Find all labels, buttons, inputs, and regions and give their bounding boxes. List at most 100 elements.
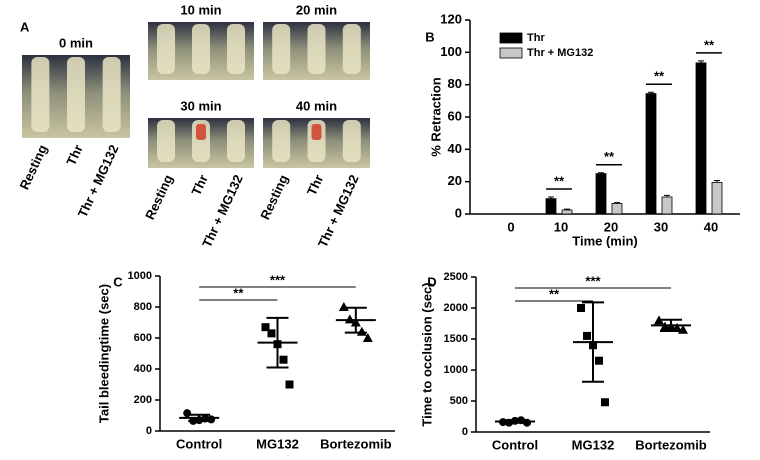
bar [611,203,623,215]
x-tick-label: Bortezomib [320,436,392,451]
bar [711,182,723,215]
tube-label: Thr [188,172,210,197]
x-tick-label: Control [176,436,222,451]
y-tick-label: 0 [455,205,462,220]
point [338,302,349,311]
tube [272,120,291,162]
error-bar [598,172,604,174]
tube-label: Resting [257,172,291,222]
y-tick-label: 100 [440,44,462,59]
tube [226,120,245,162]
sd-bar [582,301,604,383]
error-bar [698,60,704,63]
y-tick-label: 1000 [444,364,468,376]
tube-label: Thr [63,142,85,167]
y-tick-label: 80 [448,76,462,91]
x-tick-label: 40 [704,219,718,234]
tube [342,24,361,74]
y-tick-label: 400 [134,363,152,375]
clot [196,124,206,140]
point [654,315,664,325]
significance-label: ** [233,285,244,300]
tube [157,120,176,162]
y-tick-label: 2000 [444,302,468,314]
sd-bar [344,306,367,334]
panel-label: B [425,29,434,44]
photo-caption: 0 min [59,35,93,50]
y-axis-label: Time to occlusion (sec) [419,282,434,426]
sd-bar [504,419,526,424]
clot [311,124,322,140]
x-tick-label: 0 [507,219,514,234]
photo-caption: 30 min [180,98,221,113]
x-tick-label: 10 [554,219,568,234]
error-bar [548,196,554,199]
panel-label: C [113,274,123,289]
point [362,333,373,342]
sd-bar [188,413,211,422]
tube-label: Thr [304,172,326,197]
y-axis-label: % Retraction [428,77,443,157]
y-tick-label: 20 [448,173,462,188]
point [267,329,276,338]
y-tick-label: 1000 [128,270,152,282]
tube [272,24,291,74]
x-tick-label: 20 [604,219,618,234]
y-tick-label: 0 [462,426,468,438]
point [183,409,192,418]
panel-label: A [20,19,30,34]
photo-caption: 20 min [296,2,337,17]
tube [157,24,176,74]
error-bar [614,202,620,204]
bar [695,62,707,215]
tube [102,57,121,132]
sd-bar [660,318,682,332]
y-tick-label: 800 [134,301,152,313]
y-tick-label: 500 [450,395,468,407]
photo-caption: 10 min [180,2,221,17]
photo-caption: 40 min [296,98,337,113]
y-tick-label: 120 [440,11,462,26]
x-tick-label: MG132 [572,437,615,452]
error-bar [564,208,570,210]
tube [31,57,50,132]
bar [661,196,673,215]
bar [561,209,573,215]
tube [342,120,361,162]
legend-swatch [499,47,523,59]
y-tick-label: 1500 [444,333,468,345]
tube-label: Resting [16,142,50,192]
error-bar [714,180,720,183]
y-axis-label: Tail bleedingtime (sec) [96,284,111,423]
point [672,322,682,332]
x-axis-label: Time (min) [572,233,638,248]
y-tick-label: 60 [448,108,462,123]
y-tick-label: 200 [134,394,152,406]
y-tick-label: 40 [448,141,462,156]
error-bar [648,91,654,94]
tube [226,24,245,74]
y-tick-label: 600 [134,332,152,344]
point [207,415,216,424]
legend-swatch [499,32,523,44]
point [356,326,367,336]
significance-label: ** [654,69,665,84]
significance-label: ** [604,149,615,164]
legend-label: Thr + MG132 [527,47,593,59]
y-tick-label: 2500 [444,271,468,283]
tube [307,24,326,74]
point [595,356,603,365]
panel-label: D [427,274,436,289]
significance-label: ** [704,37,715,52]
x-tick-label: Bortezomib [635,437,707,452]
tube [192,24,210,74]
point [261,323,270,332]
point [577,304,585,312]
bar [545,198,557,215]
bar [595,173,607,215]
tube [67,57,85,132]
point [285,380,294,389]
significance-label: *** [270,272,286,287]
